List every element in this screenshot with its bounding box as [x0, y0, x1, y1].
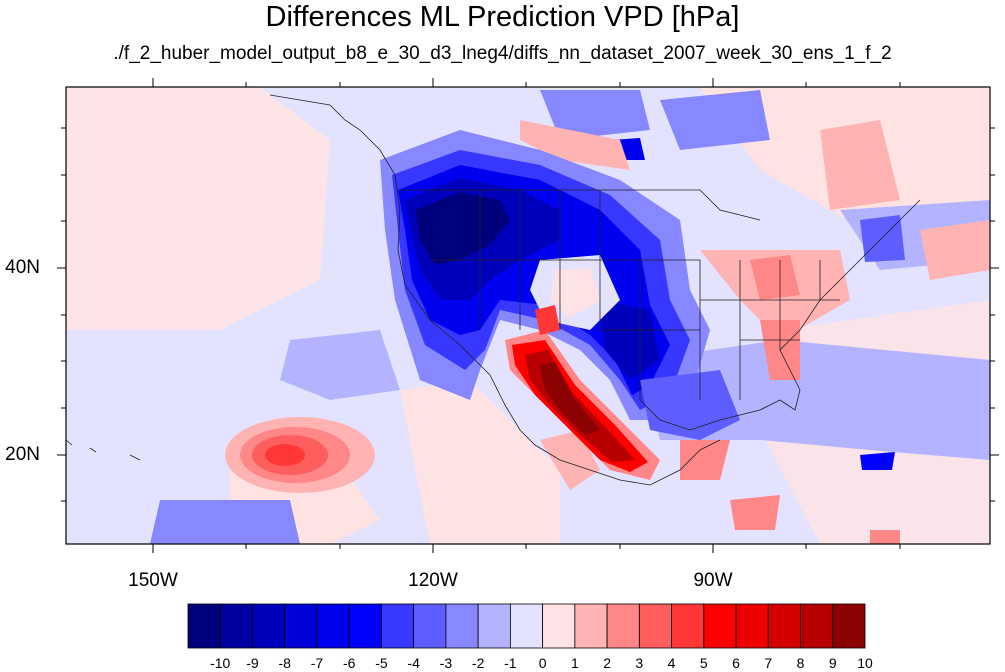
colorbar-swatch: [638, 603, 672, 649]
map-subtitle: ./f_2_huber_model_output_b8_e_30_d3_lneg…: [113, 43, 892, 64]
colorbar-tick-label: 3: [635, 655, 644, 671]
colorbar-swatch: [735, 603, 769, 649]
lat-label-40n: 40N: [5, 257, 40, 278]
colorbar-tick-label: -4: [407, 655, 420, 671]
colorbar-tick-label: 1: [570, 655, 579, 671]
colorbar-tick-label: 9: [828, 655, 837, 671]
colorbar-tick-label: 6: [732, 655, 740, 671]
colorbar-tick-label: -2: [471, 655, 485, 671]
lon-label-120w: 120W: [408, 570, 458, 591]
lon-label-150w: 150W: [128, 570, 178, 591]
colorbar-swatch: [477, 603, 511, 649]
map-title: Differences ML Prediction VPD [hPa]: [265, 1, 740, 33]
colorbar-tick-label: -5: [375, 655, 388, 671]
colorbar-swatch: [606, 603, 640, 649]
colorbar-swatch: [445, 603, 479, 649]
colorbar-swatch: [252, 603, 286, 649]
colorbar-swatch: [316, 603, 350, 649]
colorbar-tick-label: 0: [538, 655, 547, 671]
coastlines: [66, 94, 921, 486]
colorbar-tick-label: 7: [764, 655, 773, 671]
colorbar-swatch: [574, 603, 608, 649]
colorbar-tick-label: 8: [796, 655, 805, 671]
colorbar-swatch: [348, 603, 382, 649]
colorbar-tick-label: -7: [310, 655, 324, 671]
colorbar-swatch: [800, 603, 834, 649]
colorbar-tick-label: -3: [439, 655, 453, 671]
colorbar-swatch: [703, 603, 737, 649]
colorbar-swatch: [832, 603, 866, 649]
colorbar-swatch: [381, 603, 415, 649]
colorbar-tick-label: 5: [699, 655, 708, 671]
colorbar-swatch: [219, 603, 253, 649]
axis-ticks: [57, 78, 999, 553]
colorbar-swatch: [187, 603, 221, 649]
colorbar-swatch: [767, 603, 801, 649]
colorbar-tick-label: 4: [667, 655, 676, 671]
lat-label-20n: 20N: [5, 444, 40, 465]
lon-label-90w: 90W: [693, 570, 733, 591]
colorbar: [187, 603, 866, 649]
colorbar-tick-label: -8: [278, 655, 291, 671]
colorbar-swatch: [671, 603, 705, 649]
colorbar-swatch: [284, 603, 318, 649]
colorbar-tick-label: 10: [857, 655, 873, 671]
vpd-difference-field: [66, 87, 990, 544]
colorbar-tick-label: -9: [246, 655, 259, 671]
colorbar-swatch: [542, 603, 576, 649]
colorbar-tick-label: 2: [603, 655, 611, 671]
colorbar-swatch: [509, 603, 544, 649]
colorbar-tick-label: -6: [342, 655, 356, 671]
colorbar-swatch: [413, 603, 447, 649]
colorbar-tick-label: -1: [504, 655, 517, 671]
colorbar-tick-label: -10: [210, 655, 231, 671]
